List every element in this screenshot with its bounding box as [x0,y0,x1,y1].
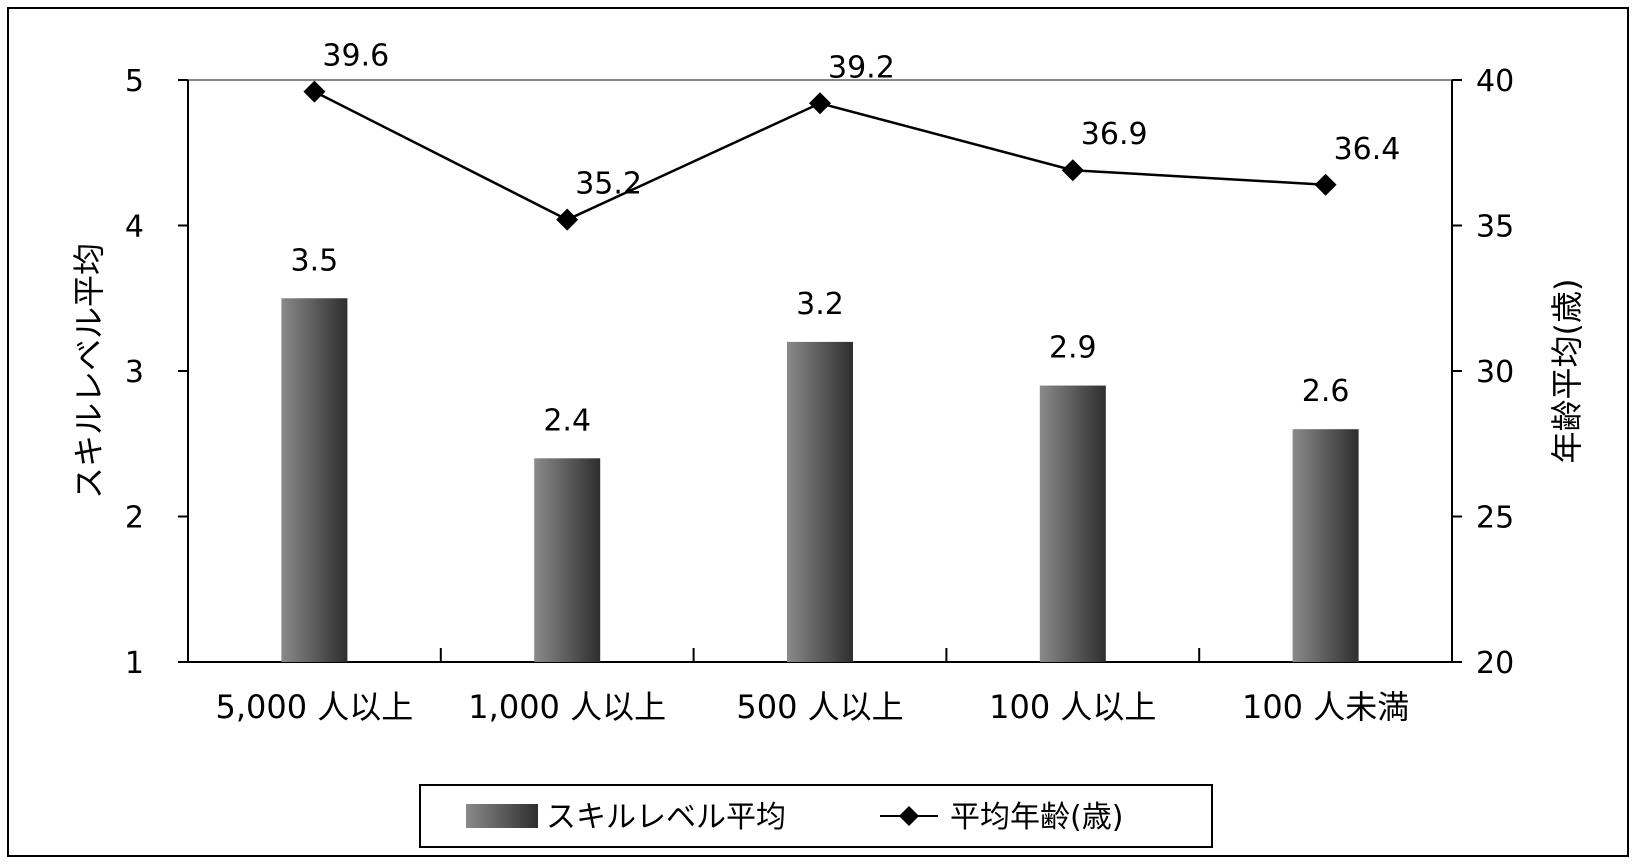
y-tick-label: 1 [125,646,144,681]
bar-data-label: 2.6 [1302,374,1350,409]
y2-tick-label: 20 [1476,646,1514,681]
legend: スキルレベル平均 平均年齢(歳) [419,784,1213,848]
bar-data-label: 3.5 [291,243,339,278]
line-data-label: 35.2 [575,167,642,202]
line-data-label: 36.4 [1334,132,1401,167]
y-tick-label: 4 [125,210,144,245]
x-category-label: 1,000 人以上 [468,688,666,726]
y-tick-label: 3 [125,355,144,390]
bar-data-label: 2.4 [543,403,591,438]
right-axis-ticks: 20 25 30 35 40 [1452,64,1514,681]
line-data-label: 39.2 [828,50,895,85]
bar [1292,429,1359,662]
bar-series: 3.5 2.4 3.2 2.9 2.6 [281,243,1359,662]
legend-line-label: 平均年齢(歳) [950,800,1123,835]
line-point-marker [809,92,831,115]
x-axis-ticks: 5,000 人以上 1,000 人以上 500 人以上 100 人以上 100 人未満 [216,648,1409,726]
x-category-label: 100 人未満 [1242,688,1409,726]
legend-bar-label: スキルレベル平均 [546,800,786,835]
line-point-marker [303,80,326,103]
x-category-label: 100 人以上 [989,688,1156,726]
x-category-label: 5,000 人以上 [216,688,414,726]
legend-diamond-icon [899,806,919,826]
y2-tick-label: 35 [1476,210,1514,245]
left-axis-ticks: 1 2 3 4 5 [125,64,188,681]
bar-data-label: 3.2 [796,287,844,322]
line-point-marker [556,208,579,231]
y2-axis-title: 年齢平均(歳) [1548,279,1586,464]
line-point-marker [1314,173,1337,196]
legend-bar-swatch [466,804,538,828]
y2-tick-label: 30 [1476,355,1514,390]
y-tick-label: 2 [125,501,144,536]
y-axis-title: スキルレベル平均 [70,243,108,499]
y2-tick-label: 40 [1476,64,1514,99]
line-data-label: 39.6 [322,39,389,74]
bar-data-label: 2.9 [1049,331,1097,366]
bar [787,341,853,662]
legend-box [419,784,1213,848]
x-category-label: 500 人以上 [736,688,903,726]
y2-tick-label: 25 [1476,501,1514,536]
y-tick-label: 5 [125,64,144,99]
line-series: 39.6 35.2 39.2 36.9 36.4 [303,39,1400,231]
bar [281,298,348,662]
bar [1039,385,1106,662]
bar [534,458,601,662]
line-point-marker [1061,159,1084,182]
line-data-label: 36.9 [1081,117,1148,152]
